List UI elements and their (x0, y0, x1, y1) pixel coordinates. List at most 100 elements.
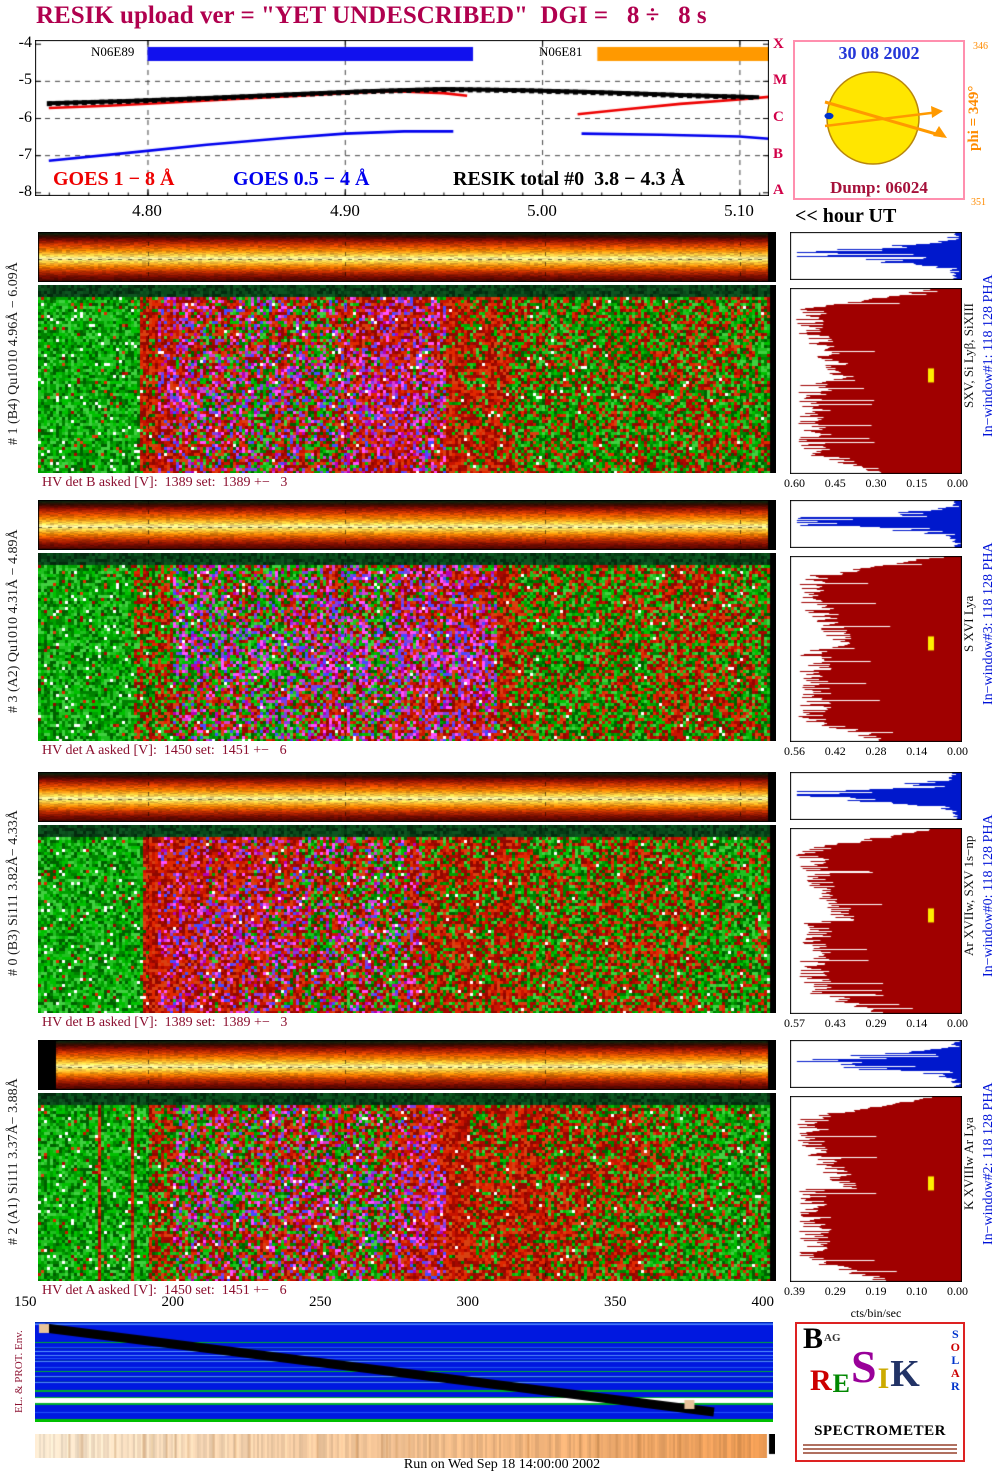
logo-fineprint-line (803, 1452, 957, 1454)
goes-class-letter-c: C (773, 109, 784, 125)
bottom-strip-image (35, 1434, 775, 1458)
logo-letter: S (851, 1341, 877, 1392)
pha-scale-tick: 0.45 (824, 476, 846, 490)
pha-histogram-red (790, 828, 962, 1014)
inwindow-label: In−window#3: 118 128 PHA (981, 542, 996, 706)
legend-resik-total: RESIK total #0 3.8 − 4.3 Å (453, 168, 685, 190)
dump-label: Dump: 06024 (830, 178, 928, 197)
inwindow-label: In−window#2: 118 128 PHA (981, 1082, 996, 1246)
pha-histogram-blue (790, 1040, 962, 1088)
logo-solar-letter: S (951, 1327, 959, 1341)
goes-class-letter-x: X (773, 36, 784, 52)
hv-status-text: HV det B asked [V]: 1389 set: 1389 +− 3 (42, 475, 288, 490)
spectrogram-panel-2: # 2 (A1) Si111 3.37Å− 3.88Å HV det A ask… (0, 1040, 1004, 1308)
logo-solar-letter: A (950, 1366, 960, 1380)
phi-label: phi = 349° (966, 85, 982, 151)
x-tick: 5.00 (527, 201, 557, 220)
pha-scale-tick: 0.00 (947, 1284, 968, 1298)
logo-solar-letter: O (950, 1340, 960, 1354)
flare-label-n06e89: N06E89 (91, 44, 135, 59)
pha-histogram-blue (790, 232, 962, 280)
pha-scale-tick: 0.29 (865, 1016, 887, 1030)
species-label: Ar XVIIw, SXV 1s−np (961, 835, 976, 957)
pha-scale-tick: 0.00 (947, 476, 968, 490)
spectrogram-image (38, 1093, 776, 1281)
logo-letter: I (877, 1362, 890, 1395)
logo-spectrometer-text: SPECTROMETER (814, 1423, 946, 1439)
axis-tick: 400 (751, 1294, 775, 1310)
axis-tick: 300 (456, 1294, 480, 1310)
species-label: SXV, Si Lyβ, SiXIII (961, 303, 976, 409)
y-tick: -5 (18, 71, 32, 88)
axis-tick: 250 (309, 1294, 332, 1310)
wavelength-strip-image (38, 232, 776, 282)
inwindow-label: In−window#0: 118 128 PHA (981, 814, 996, 978)
legend-goes-05-4: GOES 0.5 − 4 Å (233, 168, 370, 190)
logo-fineprint-line (803, 1444, 957, 1446)
run-timestamp: Run on Wed Sep 18 14:00:00 2002 (403, 1457, 601, 1472)
pha-histogram-red (790, 288, 962, 474)
pointer-arrow-line-2 (824, 110, 940, 128)
x-tick: 4.90 (330, 201, 360, 220)
logo-solar-letter: L (951, 1353, 960, 1367)
logo-letters-ag: AG (824, 1332, 841, 1344)
hv-status-text: HV det B asked [V]: 1389 set: 1389 +− 3 (42, 1015, 288, 1030)
pha-scale-tick: 0.14 (906, 744, 928, 758)
pha-scale-tick: 0.29 (824, 1284, 846, 1298)
axis-tick: 150 (14, 1294, 37, 1310)
env-label: EL. & PROT. Env. (13, 1330, 25, 1414)
sun-date: 30 08 2002 (838, 43, 920, 63)
wavelength-strip-image (38, 772, 776, 822)
pha-histogram-red (790, 1096, 962, 1282)
goes-class-letter-m: M (773, 72, 788, 88)
pha-scale-tick: 0.43 (824, 1016, 846, 1030)
cts-bin-sec-label: cts/bin/sec (850, 1306, 902, 1320)
active-region-marker (824, 112, 834, 120)
pha-scale: 0.60 0.45 0.30 0.15 0.00 (784, 476, 968, 491)
axis-tick: 200 (161, 1294, 185, 1310)
spectrogram-panel-3: # 3 (A2) Qu1010 4.31Å − 4.89Å HV det A a… (0, 500, 1004, 768)
pha-scale-tick: 0.56 (784, 744, 805, 758)
pha-scale-tick: 0.15 (906, 476, 928, 490)
logo-resik-letters: R E S I K (810, 1340, 941, 1398)
goes-class-letter-a: A (773, 182, 784, 198)
species-label: S XVI Lya (961, 595, 976, 653)
x-tick: 5.10 (724, 201, 754, 220)
logo-solar: S O L A R (951, 1328, 960, 1393)
pha-scale-tick: 0.28 (865, 744, 887, 758)
spectrogram-image (38, 825, 776, 1013)
y-tick: -4 (18, 34, 32, 51)
hour-ut-label: << hour UT (795, 205, 897, 227)
legend-goes-1-8: GOES 1 − 8 Å (53, 168, 175, 190)
goes-plot-canvas (35, 40, 769, 196)
sun-disk (826, 71, 920, 165)
pha-histogram-red (790, 556, 962, 742)
pha-scale-tick: 0.14 (906, 1016, 928, 1030)
wavelength-strip-image (38, 1040, 776, 1090)
spectrogram-x-axis: 150 200 250 300 350 400 (14, 1294, 774, 1311)
logo-letter: K (890, 1353, 920, 1395)
channel-label: # 2 (A1) Si111 3.37Å− 3.88Å (6, 1078, 21, 1245)
wavelength-strip-image (38, 500, 776, 550)
inwindow-label: In−window#1: 118 128 PHA (981, 274, 996, 438)
arrowhead-icon-2 (931, 106, 943, 118)
electron-proton-env-panel (35, 1322, 773, 1422)
pha-scale-tick: 0.10 (906, 1284, 928, 1298)
spectrogram-image (38, 285, 776, 473)
logo-letter: R (810, 1364, 832, 1397)
x-tick: 4.80 (132, 201, 162, 220)
pha-scale-tick: 0.00 (947, 744, 968, 758)
resik-logo: B AG R E S I K S O L A R SPECTROMETER (795, 1322, 965, 1462)
y-tick: -7 (18, 146, 32, 163)
sun-panel: 30 08 2002 Dump: 06024 (793, 40, 965, 200)
logo-fineprint-line (803, 1448, 957, 1450)
pha-scale: 0.56 0.42 0.28 0.14 0.00 (784, 744, 968, 759)
logo-letter: E (832, 1369, 851, 1398)
phi-num-top: 346 (973, 41, 988, 52)
spectrogram-panel-0: # 0 (B3) Si111 3.82Å− 4.33Å HV det B ask… (0, 772, 1004, 1040)
pha-scale-tick: 0.19 (865, 1284, 887, 1298)
pha-scale: 0.57 0.43 0.29 0.14 0.00 (784, 1016, 968, 1031)
spectrogram-image (38, 553, 776, 741)
flare-label-n06e81: N06E81 (539, 44, 583, 59)
sun-disk-graphic (824, 71, 947, 165)
